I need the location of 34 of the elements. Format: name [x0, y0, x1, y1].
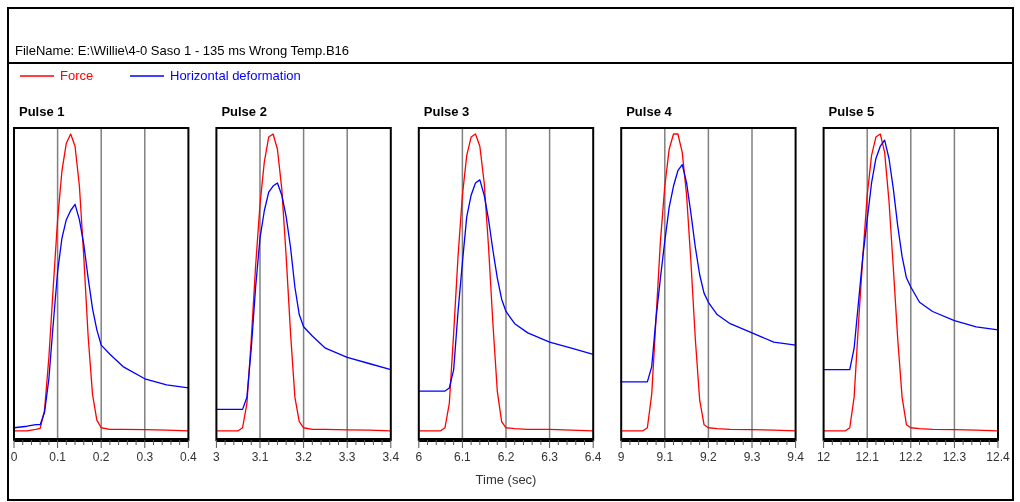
x-tick-label: 12.4: [986, 450, 1010, 464]
x-tick-label: 9.3: [743, 450, 761, 464]
x-tick-label: 3: [213, 450, 221, 464]
x-tick-label: 9.1: [656, 450, 674, 464]
x-tick-label: 3.1: [251, 450, 269, 464]
x-tick-label: 6.2: [497, 450, 515, 464]
x-tick-label: 6.4: [584, 450, 602, 464]
x-tick-label: 9: [617, 450, 625, 464]
chart-title: Pulse 1: [19, 104, 65, 119]
x-tick-label: 0.2: [92, 450, 110, 464]
x-tick-label: 3.2: [295, 450, 313, 464]
x-tick-label: 6: [415, 450, 423, 464]
x-axis-title: Time (sec): [475, 472, 537, 487]
x-tick-label: 3.4: [382, 450, 400, 464]
x-tick-label: 6.3: [541, 450, 559, 464]
x-tick-label: 12: [816, 450, 831, 464]
x-tick-label: 9.4: [787, 450, 805, 464]
x-tick-label: 12.3: [942, 450, 967, 464]
x-tick-label: 0.1: [49, 450, 67, 464]
text: FileName: E:\Willie\4-0 Saso 1 - 135 ms Wrong Temp.B16: [15, 43, 350, 58]
x-tick-label: 0.3: [136, 450, 154, 464]
x-tick-label: 9.2: [700, 450, 718, 464]
chart-title: Pulse 5: [828, 104, 875, 119]
x-tick-label: 0: [10, 450, 18, 464]
x-tick-label: 12.1: [855, 450, 880, 464]
x-tick-label: 12.2: [899, 450, 923, 464]
x-tick-label: 0.4: [180, 450, 198, 464]
chart-title: Pulse 3: [423, 104, 470, 119]
chart-title: Pulse 4: [626, 104, 673, 119]
x-tick-label: 3.3: [338, 450, 356, 464]
legend-label: Horizontal deformation: [170, 68, 301, 83]
x-tick-label: 6.1: [454, 450, 472, 464]
legend-label: Force: [60, 68, 94, 83]
chart-title: Pulse 2: [221, 104, 267, 119]
